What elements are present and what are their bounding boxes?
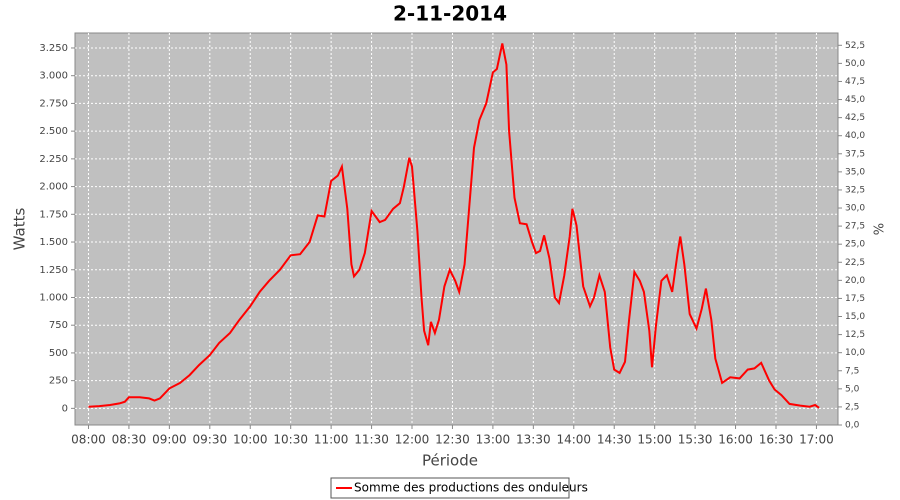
x-tick-label: 14:30	[597, 433, 632, 447]
x-tick-label: 10:30	[273, 433, 308, 447]
x-tick-label: 15:30	[678, 433, 713, 447]
y2-tick-label: 2,5	[845, 402, 859, 412]
legend-label: Somme des productions des onduleurs	[354, 481, 588, 495]
y-axis-label: Watts	[11, 208, 29, 251]
x-tick-label: 09:00	[152, 433, 187, 447]
y2-tick-label: 52,5	[845, 41, 865, 51]
y2-tick-label: 12,5	[845, 330, 865, 340]
x-tick-label: 10:00	[233, 433, 268, 447]
y-tick-label: 2.750	[39, 98, 68, 109]
y-tick-label: 3.250	[39, 43, 68, 54]
y2-tick-label: 10,0	[845, 348, 865, 358]
x-tick-label: 08:30	[112, 433, 147, 447]
y2-tick-label: 47,5	[845, 77, 865, 87]
y2-tick-label: 32,5	[845, 185, 865, 195]
y-tick-label: 2.000	[39, 182, 68, 193]
y-tick-label: 2.250	[39, 154, 68, 165]
y-tick-label: 1.000	[39, 292, 68, 303]
y2-tick-label: 5,0	[845, 384, 860, 394]
y2-axis-label: %	[873, 223, 888, 235]
x-tick-label: 08:00	[71, 433, 106, 447]
x-tick-label: 13:00	[476, 433, 511, 447]
y2-tick-label: 7,5	[845, 366, 859, 376]
y-tick-label: 1.500	[39, 237, 68, 248]
y2-tick-label: 50,0	[845, 59, 865, 69]
y2-tick-label: 15,0	[845, 312, 865, 322]
x-tick-label: 16:00	[718, 433, 753, 447]
x-tick-label: 13:30	[516, 433, 551, 447]
legend	[330, 477, 570, 499]
x-tick-label: 11:00	[314, 433, 349, 447]
y-tick-label: 750	[49, 320, 68, 331]
y-tick-label: 3.000	[39, 71, 68, 82]
y2-tick-label: 0,0	[845, 421, 860, 431]
y-tick-label: 250	[49, 376, 68, 387]
y2-tick-label: 25,0	[845, 240, 865, 250]
y-tick-label: 1.750	[39, 209, 68, 220]
x-axis-label: Période	[422, 452, 478, 470]
x-tick-label: 12:00	[395, 433, 430, 447]
y2-tick-label: 22,5	[845, 258, 865, 268]
y-tick-label: 2.500	[39, 126, 68, 137]
y2-tick-label: 30,0	[845, 204, 865, 214]
x-tick-label: 11:30	[354, 433, 389, 447]
y-tick-label: 500	[49, 348, 68, 359]
x-tick-label: 15:00	[637, 433, 672, 447]
y2-tick-label: 45,0	[845, 95, 865, 105]
x-tick-label: 09:30	[193, 433, 228, 447]
x-tick-label: 16:30	[759, 433, 794, 447]
x-tick-label: 14:00	[556, 433, 591, 447]
chart-title: 2-11-2014	[393, 2, 507, 26]
x-tick-label: 17:00	[799, 433, 834, 447]
y2-tick-label: 27,5	[845, 222, 865, 232]
y2-tick-label: 37,5	[845, 149, 865, 159]
y2-tick-label: 20,0	[845, 276, 865, 286]
y2-tick-label: 35,0	[845, 167, 865, 177]
x-tick-label: 12:30	[435, 433, 470, 447]
y2-tick-label: 42,5	[845, 113, 865, 123]
series-line	[88, 43, 820, 409]
y-tick-label: 1.250	[39, 265, 68, 276]
plot-area	[74, 32, 839, 426]
y2-tick-label: 40,0	[845, 131, 865, 141]
y2-tick-label: 17,5	[845, 294, 865, 304]
y-tick-label: 0	[62, 403, 68, 414]
